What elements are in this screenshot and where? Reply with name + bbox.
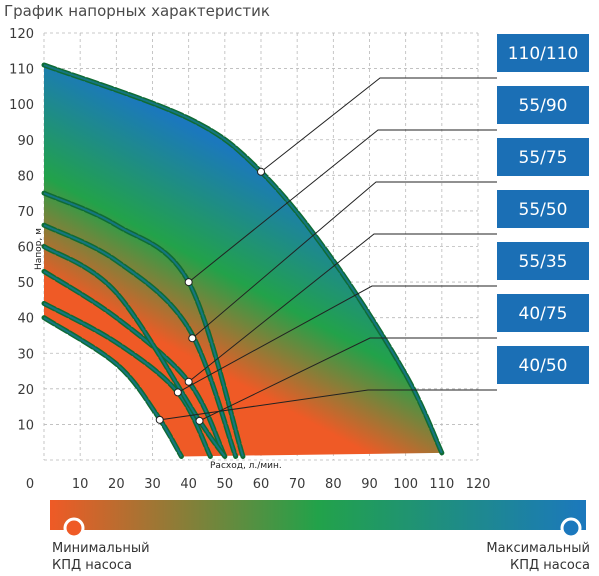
x-tick-label: 0 [26, 477, 34, 492]
curve-highlight-55-90 [43, 192, 244, 457]
curve-highlight-40-75 [43, 245, 226, 458]
legend-badge [497, 138, 589, 176]
legend-label: 55/90 [519, 96, 568, 116]
y-tick-label: 40 [17, 312, 34, 327]
legend-badge [497, 190, 589, 228]
x-tick-label: 80 [325, 477, 342, 492]
axis-ticks: 0 10 20 30 40 50 60 70 80 90 100 110 120 10 20 30 40 50 60… [9, 27, 490, 492]
leader-line [191, 181, 497, 339]
y-tick-label: 30 [17, 347, 34, 362]
leader-line [260, 77, 497, 173]
legend-label: 55/75 [519, 148, 568, 168]
y-tick-label: 70 [17, 205, 34, 220]
y-tick-label: 90 [17, 134, 34, 149]
legend: 110/110 55/90 55/75 55/50 55/35 40/75 40/50 [497, 34, 589, 384]
legend-badge [497, 86, 589, 124]
legend-badge [497, 346, 589, 384]
y-tick-label: 20 [17, 383, 34, 398]
curve-marker [155, 415, 164, 424]
x-tick-label: 30 [144, 477, 161, 492]
x-tick-label: 70 [289, 477, 306, 492]
y-tick-label: 100 [9, 98, 34, 113]
y-axis-label: Напор, м [34, 228, 44, 270]
x-tick-label: 90 [361, 477, 378, 492]
x-tick-label: 110 [429, 477, 454, 492]
x-axis-label: Расход, л./мин. [210, 461, 282, 471]
curve-highlight-55-75 [43, 224, 237, 457]
x-tick-label: 50 [217, 477, 234, 492]
legend-label: 110/110 [508, 44, 579, 64]
curve-highlight-110-110 [43, 64, 443, 454]
curve-marker [188, 334, 197, 343]
max-efficiency-label: Максимальный КПД насоса [486, 541, 590, 573]
curve-marker [257, 167, 265, 176]
y-tick-label: 80 [17, 169, 34, 184]
pump-curves [41, 62, 445, 459]
x-tick-label: 100 [393, 477, 418, 492]
legend-badge [497, 34, 589, 72]
efficiency-scale: Минимальный КПД насоса Максимальный КПД на… [50, 500, 590, 573]
leader-line [188, 233, 497, 383]
curve-marker [173, 388, 182, 397]
legend-badge [497, 242, 589, 280]
y-tick-label: 10 [17, 418, 34, 433]
leader-line [188, 129, 497, 283]
legend-label: 40/50 [519, 356, 568, 376]
min-efficiency-label: Минимальный КПД насоса [52, 541, 150, 573]
x-tick-label: 20 [108, 477, 125, 492]
chart-title: График напорных характеристик [4, 2, 270, 20]
y-tick-label: 110 [9, 63, 34, 78]
curve-highlight-55-35 [43, 302, 212, 457]
efficiency-gradient-bar [50, 500, 586, 530]
leader-line [159, 389, 497, 421]
curve-marker [195, 416, 204, 425]
x-tick-label: 60 [253, 477, 270, 492]
leader-line [199, 337, 497, 422]
efficiency-area [44, 65, 442, 457]
curve-highlight-40-50 [43, 316, 183, 457]
x-tick-label: 120 [466, 477, 491, 492]
y-tick-label: 120 [9, 27, 34, 42]
leader-lines [155, 77, 497, 425]
legend-label: 55/50 [519, 200, 568, 220]
max-efficiency-marker [560, 517, 582, 539]
x-tick-label: 40 [180, 477, 197, 492]
curve-marker [184, 278, 193, 287]
legend-badge [497, 294, 589, 332]
min-efficiency-marker [63, 517, 85, 539]
y-tick-label: 50 [17, 276, 34, 291]
y-tick-label: 60 [17, 241, 34, 256]
leader-line [177, 285, 497, 393]
legend-label: 40/75 [519, 304, 568, 324]
legend-label: 55/35 [519, 252, 568, 272]
curve-marker [184, 377, 193, 386]
operating-area [44, 65, 442, 457]
x-tick-label: 10 [72, 477, 89, 492]
